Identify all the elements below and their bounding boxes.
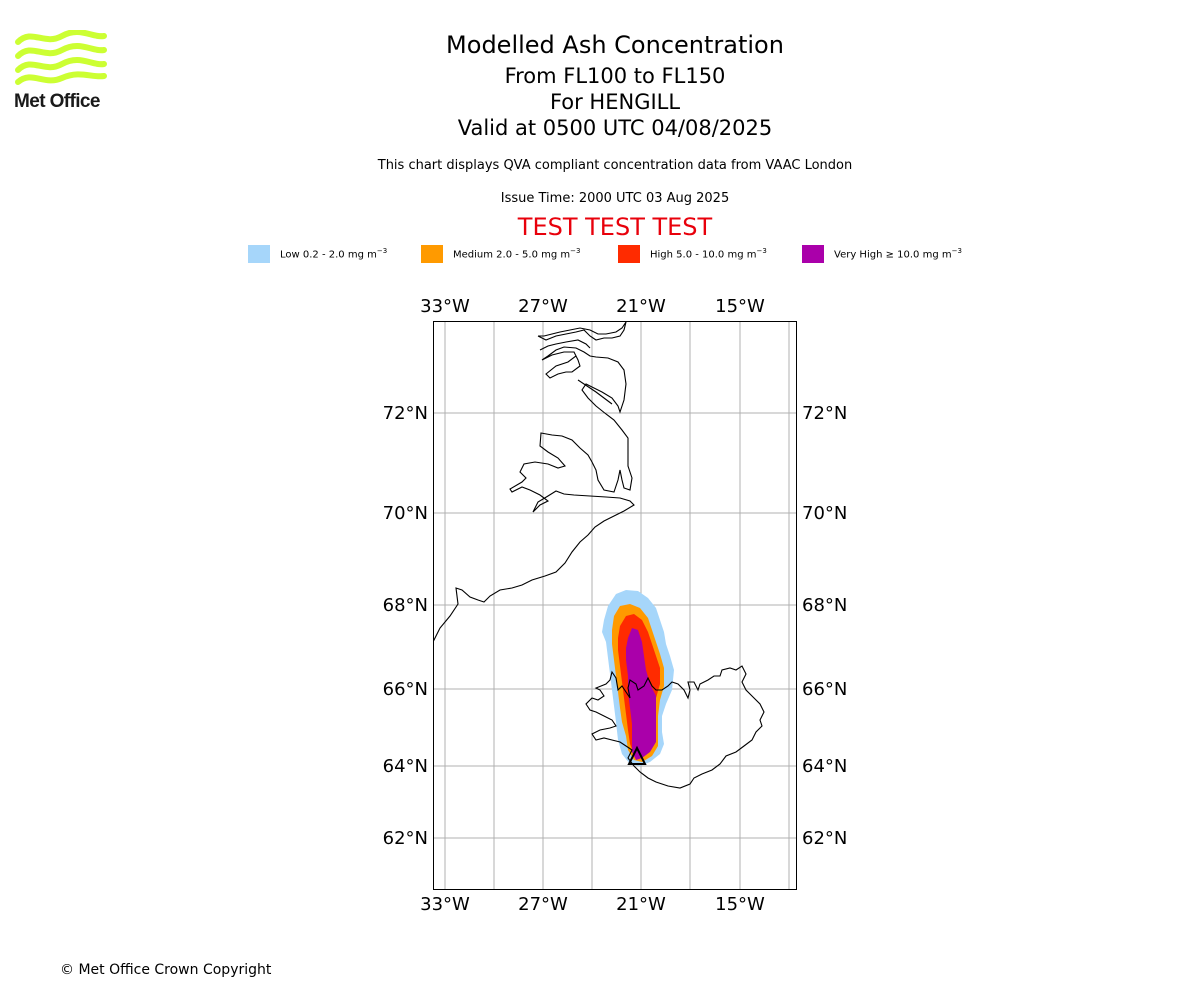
volcano-marker-icon: [627, 745, 647, 765]
lon-label-top-15w: 15°W: [715, 296, 765, 317]
lat-label-right-66n: 66°N: [802, 679, 847, 700]
legend: Low 0.2 - 2.0 mg m−3 Medium 2.0 - 5.0 mg…: [248, 244, 1008, 264]
issue-time: Issue Time: 2000 UTC 03 Aug 2025: [500, 191, 730, 206]
location-subtitle: For HENGILL: [549, 90, 681, 114]
lat-label-left-72n: 72°N: [383, 403, 428, 424]
legend-label-medium: Medium 2.0 - 5.0 mg m: [453, 249, 571, 261]
lon-label-top-27w: 27°W: [518, 296, 568, 317]
legend-label-very-high: Very High ≥ 10.0 mg m: [834, 249, 952, 261]
legend-swatch-very-high: [802, 245, 824, 263]
lon-label-bottom-15w: 15°W: [715, 894, 765, 915]
lat-label-right-72n: 72°N: [802, 403, 847, 424]
lon-label-bottom-33w: 33°W: [420, 894, 470, 915]
met-office-wave-icon: [15, 29, 107, 85]
lat-label-left-64n: 64°N: [383, 756, 428, 777]
legend-swatch-high: [618, 245, 640, 263]
legend-item-high: High 5.0 - 10.0 mg m−3: [618, 244, 767, 264]
lat-label-left-62n: 62°N: [383, 828, 428, 849]
legend-swatch-low: [248, 245, 270, 263]
lon-label-bottom-27w: 27°W: [518, 894, 568, 915]
coastline-greenland: [433, 321, 635, 643]
flight-level-subtitle: From FL100 to FL150: [504, 64, 726, 88]
lat-label-right-64n: 64°N: [802, 756, 847, 777]
legend-label-high: High 5.0 - 10.0 mg m: [650, 249, 757, 261]
logo-text: Met Office: [14, 91, 100, 112]
legend-label-low: Low 0.2 - 2.0 mg m: [280, 249, 377, 261]
copyright-notice: © Met Office Crown Copyright: [60, 962, 272, 978]
test-banner: TEST TEST TEST: [517, 213, 713, 241]
map-frame: [433, 321, 797, 890]
lat-label-left-66n: 66°N: [383, 679, 428, 700]
plume-very-high-contour: [626, 628, 656, 760]
lat-label-left-68n: 68°N: [383, 595, 428, 616]
lat-label-right-62n: 62°N: [802, 828, 847, 849]
legend-unit-exp-low: −3: [376, 247, 388, 256]
lat-label-left-70n: 70°N: [383, 503, 428, 524]
chart-description: This chart displays QVA compliant concen…: [377, 158, 853, 173]
met-office-logo: Met Office: [14, 29, 108, 112]
coastline-iceland: [585, 665, 765, 789]
legend-unit-exp-high: −3: [756, 247, 767, 256]
lon-label-top-21w: 21°W: [616, 296, 666, 317]
lat-label-right-70n: 70°N: [802, 503, 847, 524]
legend-unit-exp-medium: −3: [570, 247, 581, 256]
legend-item-medium: Medium 2.0 - 5.0 mg m−3: [421, 244, 580, 264]
lon-label-top-33w: 33°W: [420, 296, 470, 317]
lon-label-bottom-21w: 21°W: [616, 894, 666, 915]
valid-time-subtitle: Valid at 0500 UTC 04/08/2025: [457, 116, 773, 140]
legend-swatch-medium: [421, 245, 443, 263]
legend-item-very-high: Very High ≥ 10.0 mg m−3: [802, 244, 962, 264]
legend-item-low: Low 0.2 - 2.0 mg m−3: [248, 244, 387, 264]
lat-label-right-68n: 68°N: [802, 595, 847, 616]
chart-title: Modelled Ash Concentration: [446, 31, 784, 59]
legend-unit-exp-very-high: −3: [951, 247, 962, 256]
